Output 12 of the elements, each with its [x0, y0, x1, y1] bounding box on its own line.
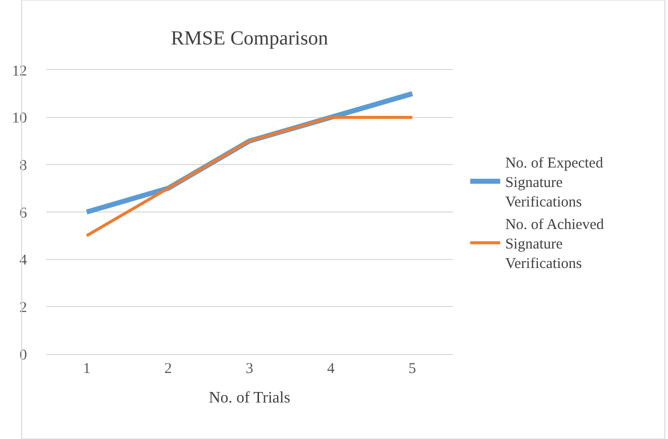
x-tick-label: 4 [327, 361, 336, 377]
x-axis-title: No. of Trials [208, 390, 290, 407]
x-tick-label: 1 [82, 361, 90, 377]
legend-label: No. of Expected Signature Verifications [505, 156, 604, 211]
y-tick-label: 4 [20, 252, 28, 269]
y-tick-label: 12 [12, 63, 27, 80]
x-tick-label: 5 [408, 361, 416, 377]
y-tick-label: 10 [12, 110, 27, 127]
x-tick-label: 2 [164, 361, 172, 377]
x-tick-label: 3 [246, 361, 254, 377]
chart-title: RMSE Comparison [170, 28, 328, 50]
legend-label: No. of Achieved Signature Verifications [505, 217, 604, 272]
